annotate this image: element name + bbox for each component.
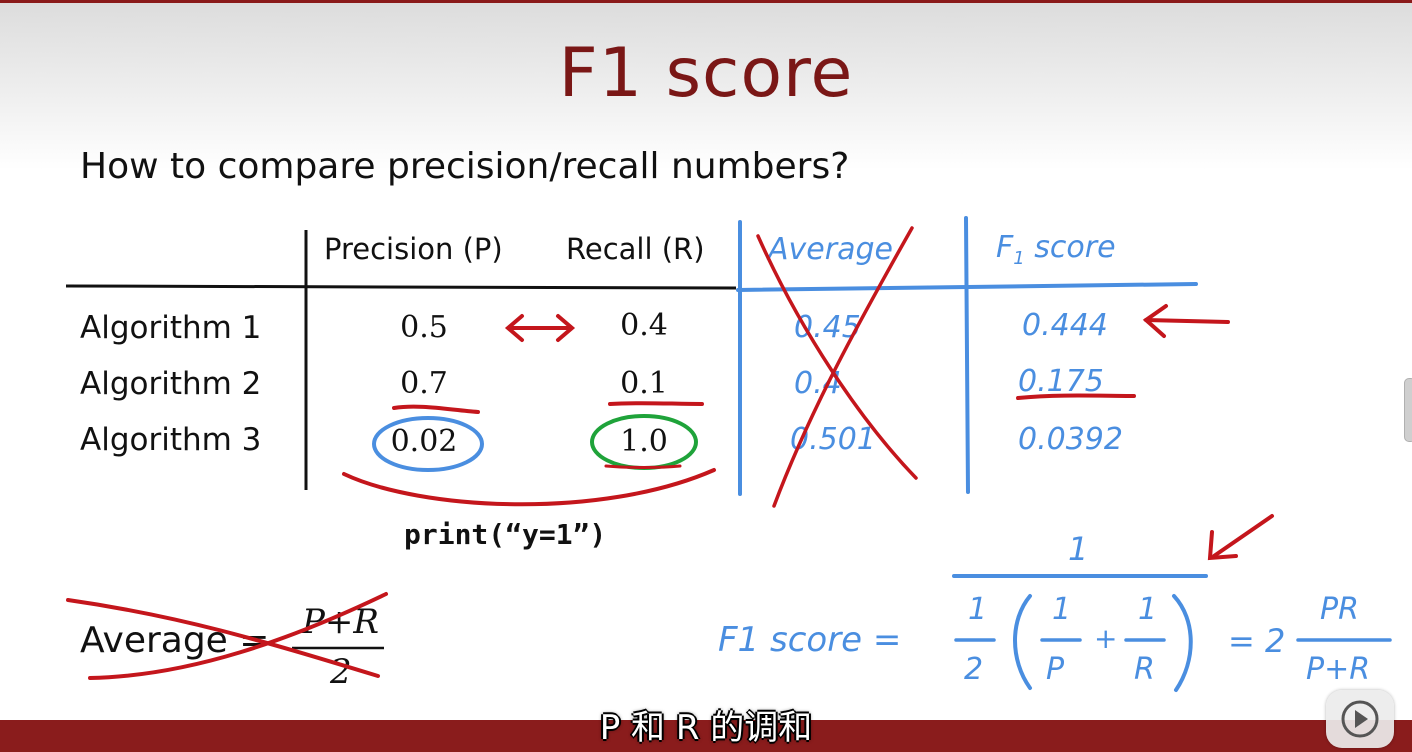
- underline-precision-2: [392, 404, 480, 414]
- f1-cell-1: 0.444: [1022, 308, 1108, 343]
- f1-pointer-arrow-head: [1142, 304, 1168, 338]
- f1-formula-r-den: R: [1134, 652, 1155, 687]
- f1-cell-3: 0.0392: [1018, 422, 1123, 457]
- recall-cell-3: 1.0: [620, 424, 668, 459]
- underline-f1-2: [1016, 393, 1136, 400]
- subtitle-bar: [0, 720, 1412, 752]
- f1-formula-half-den: 2: [964, 652, 984, 687]
- f1-formula-r-num: 1: [1138, 592, 1158, 627]
- header-recall: Recall (R): [566, 232, 705, 266]
- play-icon: [1341, 700, 1379, 738]
- f1-formula-p-num: 1: [1052, 592, 1072, 627]
- f1-formula-p-den: P: [1046, 652, 1065, 687]
- slide-question: How to compare precision/recall numbers?: [80, 146, 850, 187]
- precision-cell-2: 0.7: [400, 366, 448, 401]
- row-label-3: Algorithm 3: [80, 422, 262, 458]
- underline-recall-2: [608, 401, 704, 406]
- formula-pointer-shaft: [1212, 514, 1274, 558]
- precision-cell-1: 0.5: [400, 310, 448, 345]
- f1-formula-equals: = 2: [1228, 622, 1286, 660]
- subtitle-text: P 和 R 的调和: [599, 708, 813, 748]
- average-cross-2: [772, 226, 914, 508]
- f1-cell-2: 0.175: [1018, 364, 1104, 399]
- recall-cell-2: 0.1: [620, 366, 668, 401]
- header-f1: F1 score: [996, 230, 1116, 269]
- header-precision: Precision (P): [324, 232, 503, 266]
- precision-cell-3: 0.02: [390, 424, 458, 459]
- top-rule: [0, 0, 1412, 3]
- underline-recall-3: [604, 464, 682, 469]
- average-formula-cross-1: [66, 598, 380, 678]
- row-label-1: Algorithm 1: [80, 310, 262, 346]
- table-header-rule: [65, 284, 737, 290]
- average-cell-3: 0.501: [790, 422, 876, 457]
- f1-formula-half-num: 1: [968, 592, 988, 627]
- slide-title: F1 score: [558, 34, 854, 113]
- row3-bracket-curve: [342, 468, 716, 507]
- header-average: Average: [768, 232, 893, 267]
- formula-pointer-head: [1207, 530, 1238, 561]
- row-label-2: Algorithm 2: [80, 366, 262, 402]
- double-arrow-left-head: [504, 314, 524, 342]
- blue-divider-f1: [964, 216, 970, 494]
- f1-pointer-arrow-shaft: [1144, 318, 1230, 324]
- f1-formula-pr-num: PR: [1320, 592, 1359, 627]
- f1-formula-label: F1 score =: [718, 620, 902, 660]
- recall-cell-1: 0.4: [620, 308, 668, 343]
- f1-formula-plus: +: [1094, 622, 1118, 655]
- f1-right-paren: [1172, 594, 1193, 692]
- average-formula-numerator: P+R: [302, 602, 379, 642]
- side-scroll-handle[interactable]: [1404, 378, 1412, 442]
- f1-left-paren: [1013, 594, 1032, 690]
- average-formula-cross-2: [88, 592, 388, 680]
- double-arrow-right-head: [556, 314, 576, 342]
- print-code: print(“y=1”): [404, 518, 607, 551]
- f1-formula-top-one: 1: [1068, 530, 1089, 568]
- average-cross-1: [756, 234, 918, 480]
- f1-formula-pr-den: P+R: [1306, 652, 1371, 687]
- circle-precision-3: [372, 416, 484, 472]
- circle-recall-3: [590, 414, 698, 470]
- play-button[interactable]: [1326, 690, 1394, 748]
